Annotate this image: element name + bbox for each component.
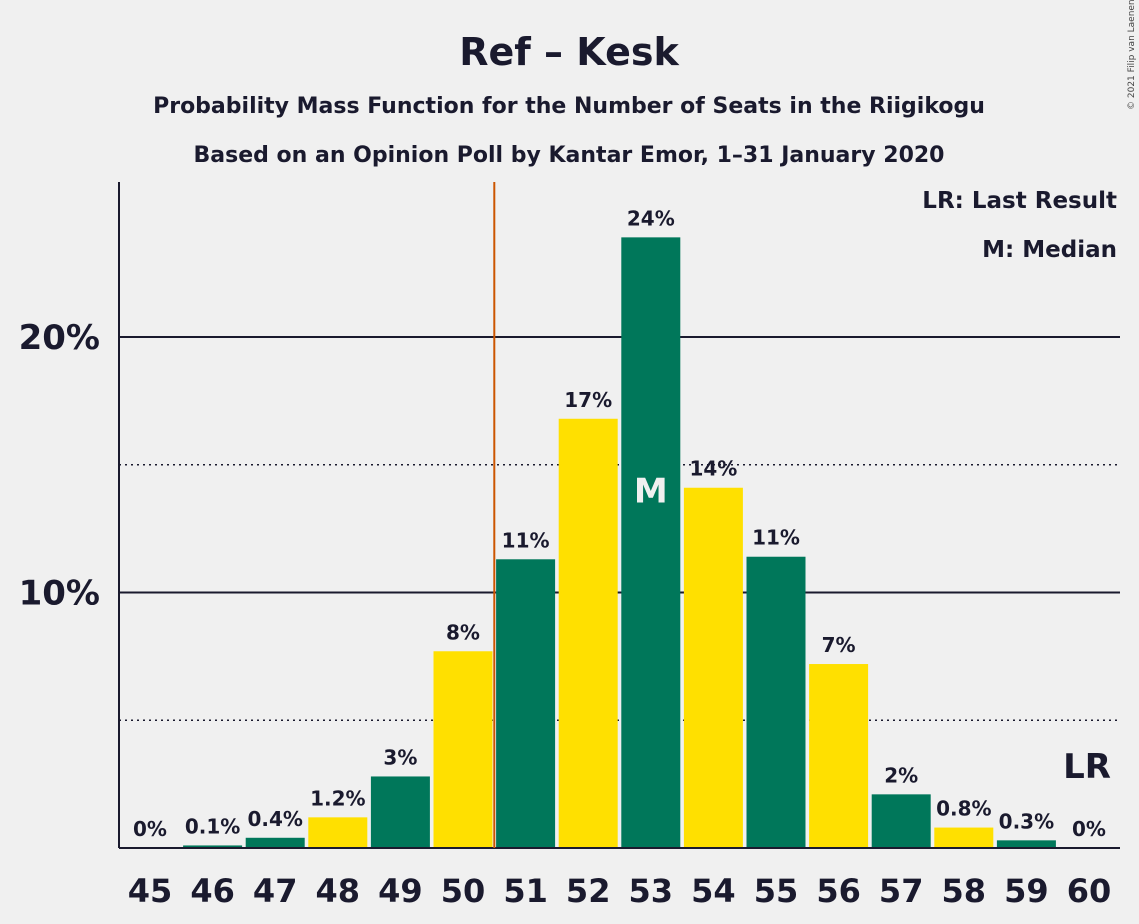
legend-median: M: Median	[982, 237, 1117, 263]
x-tick-60: 60	[1067, 872, 1112, 910]
chart-title: Ref – Kesk	[459, 30, 679, 74]
x-tick-48: 48	[316, 872, 361, 910]
bar-50	[433, 651, 493, 848]
bar-49	[370, 776, 430, 848]
y-tick-label: 20%	[19, 318, 100, 358]
x-tick-49: 49	[378, 872, 423, 910]
bar-47	[245, 837, 305, 848]
data-label-56: 7%	[822, 633, 856, 657]
data-label-58: 0.8%	[936, 797, 991, 821]
x-tick-51: 51	[503, 872, 548, 910]
chart-subtitle-2: Based on an Opinion Poll by Kantar Emor,…	[194, 143, 945, 168]
data-label-50: 8%	[446, 620, 480, 644]
bars	[183, 237, 1056, 849]
x-tick-47: 47	[253, 872, 298, 910]
copyright-note: © 2021 Filip van Laenen	[1127, 0, 1137, 110]
x-tick-50: 50	[441, 872, 486, 910]
data-label-48: 1.2%	[310, 786, 365, 810]
bar-46	[183, 845, 243, 848]
x-tick-57: 57	[879, 872, 924, 910]
data-label-49: 3%	[383, 745, 417, 769]
x-tick-59: 59	[1004, 872, 1049, 910]
x-tick-56: 56	[816, 872, 861, 910]
data-label-55: 11%	[752, 526, 800, 550]
data-label-59: 0.3%	[999, 809, 1054, 833]
x-tick-55: 55	[754, 872, 799, 910]
x-tick-53: 53	[629, 872, 674, 910]
data-label-54: 14%	[689, 457, 737, 481]
bar-54	[683, 487, 743, 848]
chart-subtitle-1: Probability Mass Function for the Number…	[153, 94, 985, 119]
y-tick-label: 10%	[19, 574, 100, 614]
x-tick-labels: 45 46 47 48 49 50 51 52 53 54 55 56 57 58 59 60	[128, 872, 1112, 910]
bar-58	[934, 827, 994, 848]
bar-53	[621, 237, 681, 849]
bar-55	[746, 556, 806, 848]
data-label-52: 17%	[564, 388, 612, 412]
legend-last-result: LR: Last Result	[922, 188, 1117, 214]
bar-56	[809, 664, 869, 848]
last-result-marker: LR	[1063, 747, 1111, 787]
median-marker: M	[634, 472, 668, 512]
bar-59	[996, 840, 1056, 848]
gridlines	[119, 336, 1120, 721]
y-tick-labels: 10% 20%	[19, 318, 100, 614]
data-label-47: 0.4%	[247, 807, 302, 831]
bar-48	[308, 817, 368, 848]
x-tick-46: 46	[190, 872, 235, 910]
data-label-60: 0%	[1072, 817, 1106, 841]
x-tick-45: 45	[128, 872, 173, 910]
bar-57	[871, 794, 931, 848]
x-tick-52: 52	[566, 872, 611, 910]
bar-52	[558, 418, 618, 848]
x-tick-58: 58	[942, 872, 987, 910]
bar-51	[496, 559, 556, 848]
data-labels: 0% 0.1% 0.4% 1.2% 3% 8% 11% 17% 24% M 14% 11% 7% 2% 0.…	[133, 206, 1111, 841]
data-label-53: 24%	[627, 206, 675, 230]
x-tick-54: 54	[691, 872, 736, 910]
data-label-51: 11%	[502, 528, 550, 552]
data-label-46: 0.1%	[185, 814, 240, 838]
data-label-45: 0%	[133, 817, 167, 841]
data-label-57: 2%	[884, 763, 918, 787]
